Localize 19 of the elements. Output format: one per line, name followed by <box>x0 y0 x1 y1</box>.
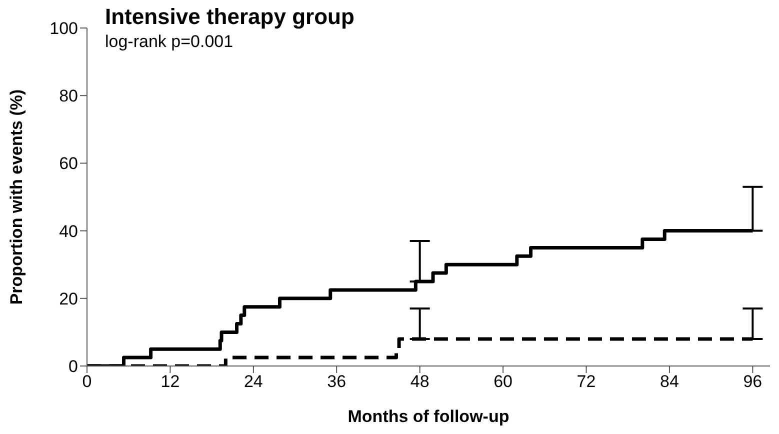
y-axis-title: Proportion with events (%) <box>7 89 26 305</box>
y-tick-label: 60 <box>59 154 78 174</box>
y-tick-label: 100 <box>50 19 78 38</box>
x-tick-label: 96 <box>743 372 762 392</box>
y-tick-label: 80 <box>59 86 78 106</box>
x-axis-title: Months of follow-up <box>348 407 510 426</box>
y-tick-label: 20 <box>59 289 78 308</box>
y-tick-label: 40 <box>59 222 78 241</box>
x-tick-label: 48 <box>410 372 430 392</box>
x-tick-label: 0 <box>82 372 92 392</box>
x-tick-label: 60 <box>494 372 512 392</box>
x-tick-label: 12 <box>160 372 180 392</box>
x-tick-label: 84 <box>660 372 679 392</box>
chart-title: Intensive therapy group <box>105 4 354 30</box>
y-tick-label: 0 <box>68 357 78 376</box>
annotation: log-rank p=0.001 <box>105 32 234 52</box>
x-tick-label: 72 <box>576 372 596 392</box>
x-tick-label: 24 <box>244 372 263 392</box>
x-tick-label: 36 <box>327 372 346 392</box>
